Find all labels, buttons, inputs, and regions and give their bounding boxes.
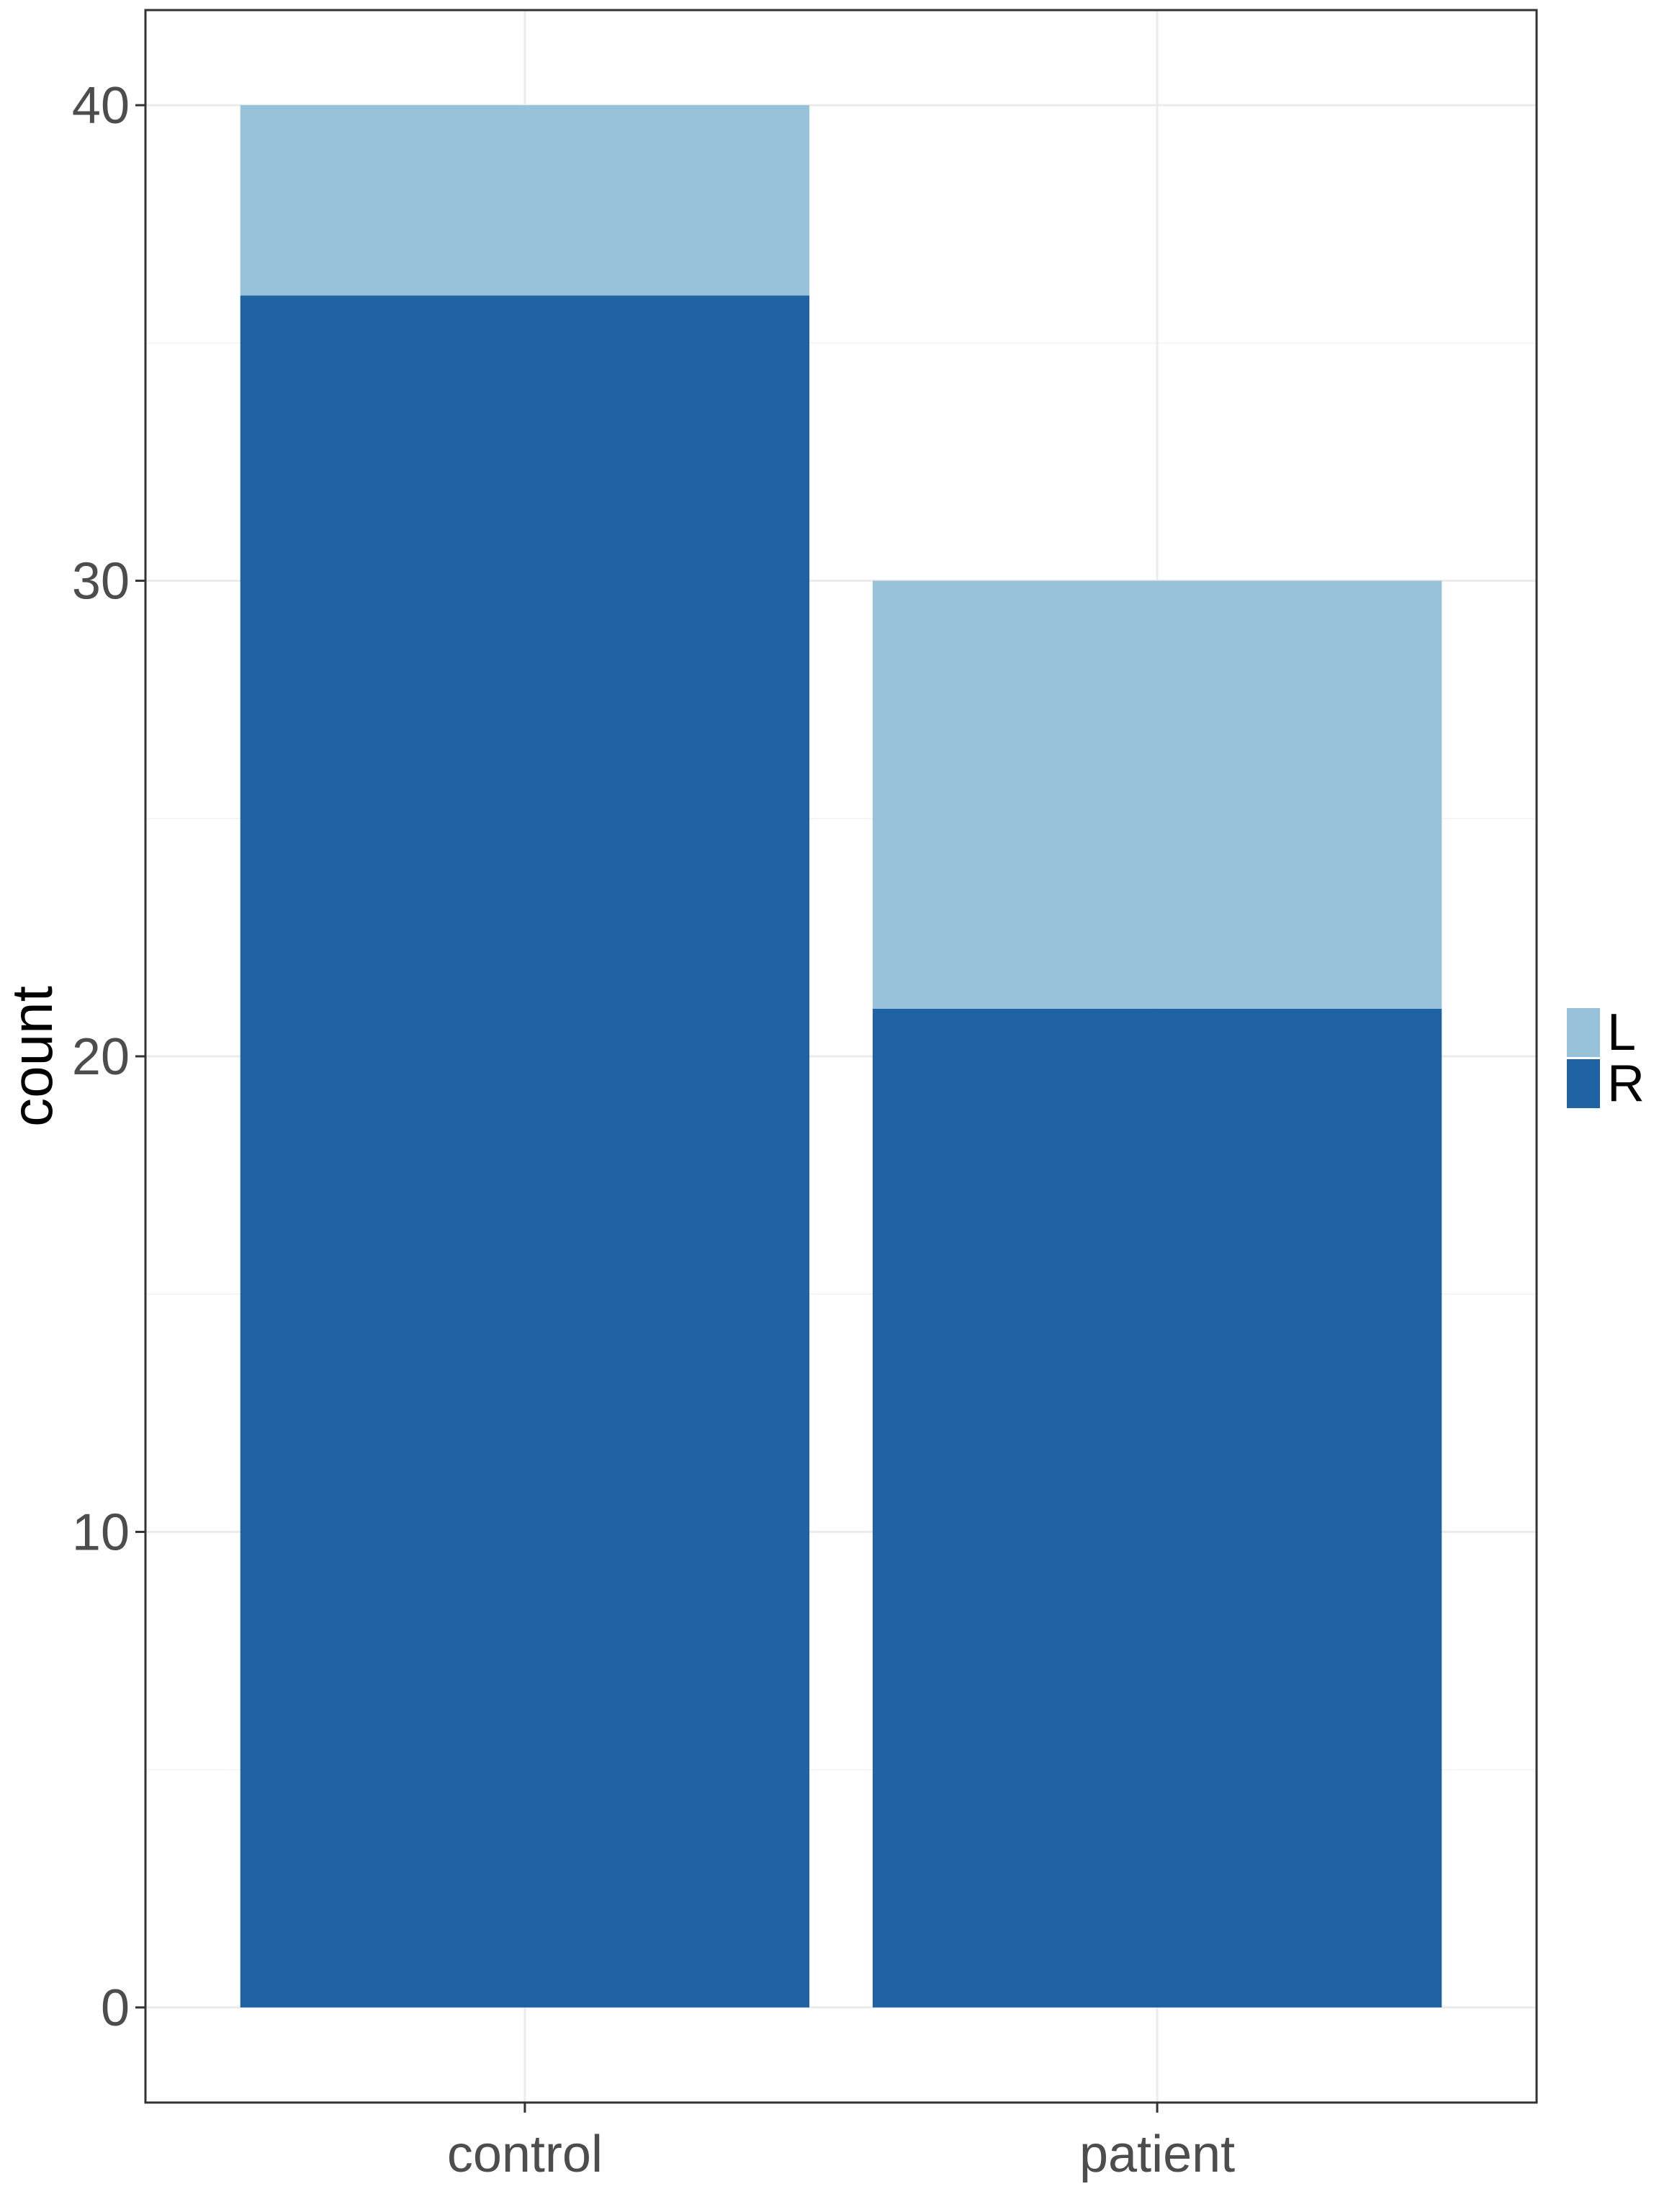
- bar-patient-L: [872, 580, 1442, 1009]
- legend-label-L: L: [1607, 1004, 1636, 1061]
- bars: [240, 105, 1442, 2008]
- y-axis-title: count: [0, 986, 64, 1127]
- x-axis: control patient: [447, 2103, 1235, 2183]
- bar-patient-R: [872, 1008, 1442, 2008]
- bar-control-L: [240, 105, 810, 296]
- x-tick-label-control: control: [447, 2126, 603, 2183]
- y-tick-label: 0: [101, 1979, 130, 2037]
- legend-key-R: [1567, 1059, 1600, 1108]
- legend: LR: [1567, 1004, 1645, 1112]
- legend-label-R: R: [1607, 1055, 1645, 1112]
- y-axis: 0 10 20 30 40: [72, 77, 145, 2037]
- y-tick-label: 10: [72, 1503, 130, 1561]
- y-tick-label: 20: [72, 1028, 130, 1086]
- legend-key-L: [1567, 1008, 1600, 1057]
- bar-control-R: [240, 295, 810, 2008]
- y-tick-label: 30: [72, 553, 130, 611]
- y-tick-label: 40: [72, 77, 130, 135]
- x-tick-label-patient: patient: [1079, 2126, 1235, 2183]
